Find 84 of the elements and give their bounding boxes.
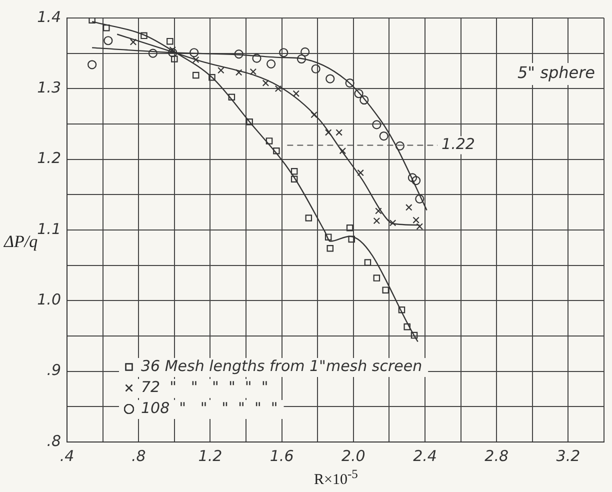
- point: [290, 176, 298, 182]
- point: [292, 90, 300, 97]
- point: [346, 224, 354, 232]
- point: [373, 217, 380, 224]
- point: [266, 138, 273, 144]
- x-axis-title: R×10$^{-5}$: [313, 467, 359, 489]
- point: [166, 38, 174, 45]
- point: [290, 168, 298, 175]
- y-tick-label: 1.2: [37, 149, 61, 168]
- point: [218, 66, 224, 74]
- point: [408, 173, 418, 182]
- legend-label: 72 " " " " " ": [141, 378, 268, 396]
- x-tick-label: 2.4: [413, 446, 437, 465]
- point: [273, 147, 280, 154]
- ref-line-label: 1.22: [442, 135, 475, 154]
- point: [88, 60, 97, 70]
- x-tick-label: 2.8: [484, 446, 509, 465]
- point: [234, 49, 244, 59]
- x-tick-label: 3.2: [556, 446, 580, 465]
- legend-label: 36 Mesh lengths from 1"mesh screen: [141, 356, 422, 375]
- point: [375, 208, 382, 214]
- point: [360, 95, 369, 105]
- point: [228, 94, 236, 101]
- legend-label: 108 " " " " " ": [141, 398, 278, 417]
- point: [339, 147, 346, 154]
- point: [190, 48, 199, 58]
- point: [379, 131, 388, 141]
- point: [412, 216, 420, 224]
- x-tick-label: 1.6: [270, 446, 294, 465]
- point: [348, 236, 355, 243]
- point: [416, 223, 424, 230]
- y-tick-label: 1.1: [37, 220, 61, 238]
- point: [192, 56, 200, 64]
- y-tick-label: 1.4: [37, 8, 61, 26]
- point: [305, 214, 312, 222]
- x-tick-label: 2.0: [341, 446, 366, 465]
- y-tick-label: .8: [46, 432, 61, 450]
- point: [130, 38, 137, 46]
- point: [262, 80, 270, 86]
- annotation: 5" sphere: [517, 63, 596, 82]
- point: [296, 54, 306, 64]
- point: [252, 54, 262, 63]
- point: [311, 64, 320, 74]
- y-tick-label: .9: [46, 361, 61, 380]
- y-axis-title: ΔP/q: [4, 232, 38, 252]
- x-tick-label: .8: [131, 446, 146, 465]
- point: [88, 18, 96, 24]
- x-tick-label: .4: [60, 446, 74, 465]
- point: [326, 74, 335, 84]
- point: [382, 286, 389, 294]
- y-tick-label: 1.3: [37, 78, 61, 97]
- point: [372, 120, 382, 130]
- point: [364, 259, 372, 266]
- point: [266, 59, 276, 68]
- point: [103, 24, 110, 32]
- y-tick-label: 1.0: [37, 290, 61, 309]
- point: [235, 69, 242, 76]
- point: [406, 204, 412, 211]
- point: [404, 323, 410, 330]
- point: [395, 141, 404, 150]
- point: [192, 72, 200, 79]
- point: [354, 89, 364, 98]
- point: [208, 74, 216, 81]
- point: [171, 56, 178, 62]
- point: [274, 85, 282, 92]
- point: [326, 244, 334, 252]
- point: [140, 32, 148, 40]
- point: [410, 332, 418, 339]
- point: [345, 78, 354, 88]
- point: [357, 169, 364, 176]
- point: [398, 306, 406, 314]
- point: [279, 48, 288, 58]
- point: [300, 47, 310, 56]
- point: [148, 48, 158, 58]
- point: [168, 48, 178, 58]
- point: [336, 129, 342, 136]
- point: [246, 118, 253, 126]
- point: [104, 36, 113, 46]
- point: [415, 194, 424, 204]
- point: [412, 176, 421, 186]
- point: [373, 274, 380, 282]
- point: [250, 68, 257, 76]
- x-tick-label: 1.2: [198, 446, 222, 465]
- point: [324, 234, 332, 240]
